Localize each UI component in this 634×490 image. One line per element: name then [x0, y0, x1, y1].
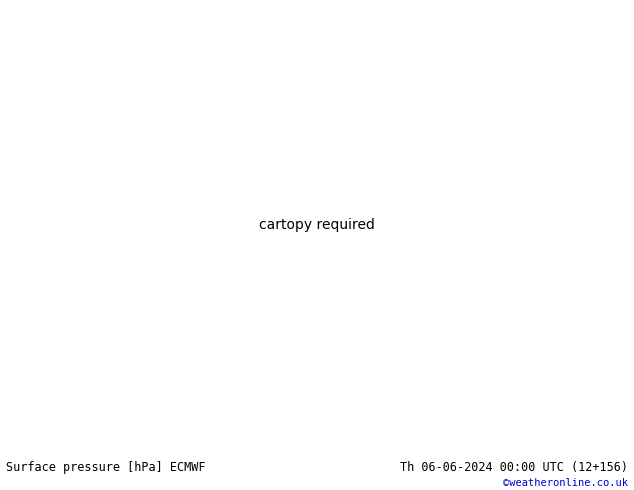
Text: Th 06-06-2024 00:00 UTC (12+156): Th 06-06-2024 00:00 UTC (12+156): [399, 461, 628, 474]
Text: Surface pressure [hPa] ECMWF: Surface pressure [hPa] ECMWF: [6, 461, 206, 474]
Text: ©weatheronline.co.uk: ©weatheronline.co.uk: [503, 478, 628, 488]
Text: cartopy required: cartopy required: [259, 218, 375, 232]
